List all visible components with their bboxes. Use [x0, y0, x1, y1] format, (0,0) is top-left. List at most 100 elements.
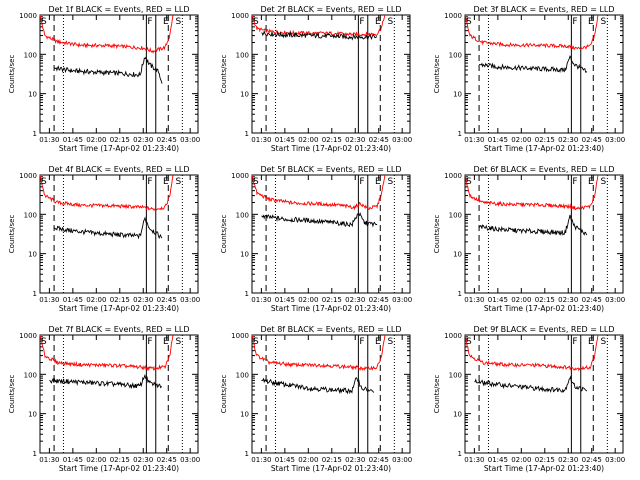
y-tick-label: 10: [28, 411, 37, 419]
x-tick-label: 03:00: [180, 456, 200, 464]
x-tick-label: 02:30: [345, 136, 365, 144]
y-tick-label: 100: [24, 51, 37, 59]
x-tick-label: 02:45: [157, 296, 177, 304]
marker-label-e: E: [588, 177, 594, 187]
x-axis-label: Start Time (17-Apr-02 01:23:40): [59, 464, 179, 473]
y-tick-label: 1: [458, 450, 462, 458]
y-axis-label: Counts/sec: [220, 375, 228, 414]
panel-title: Det 5f BLACK = Events, RED = LLD: [260, 165, 401, 174]
y-tick-label: 1: [245, 450, 249, 458]
series-line-lld: [251, 334, 386, 371]
marker-label-f: F: [572, 337, 577, 347]
y-tick-label: 1000: [231, 172, 249, 180]
y-tick-label: 1: [458, 130, 462, 138]
y-tick-label: 1000: [19, 12, 37, 20]
y-axis-label: Counts/sec: [220, 215, 228, 254]
panel-title: Det 8f BLACK = Events, RED = LLD: [260, 325, 401, 334]
x-tick-label: 02:30: [345, 456, 365, 464]
x-axis-label: Start Time (17-Apr-02 01:23:40): [59, 304, 179, 313]
marker-label-s: S: [41, 177, 47, 187]
x-tick-label: 01:30: [251, 136, 271, 144]
y-tick-label: 100: [236, 371, 249, 379]
x-tick-label: 01:45: [63, 296, 83, 304]
x-tick-label: 03:00: [392, 456, 412, 464]
x-tick-label: 01:30: [464, 456, 484, 464]
x-tick-label: 02:45: [582, 456, 602, 464]
y-tick-label: 100: [24, 211, 37, 219]
marker-label-s: S: [388, 177, 394, 187]
marker-label-f: F: [572, 17, 577, 27]
y-tick-label: 1000: [231, 12, 249, 20]
marker-label-s: S: [601, 17, 607, 27]
y-tick-label: 100: [449, 51, 462, 59]
series-line-lld: [39, 334, 174, 372]
marker-label-e: E: [588, 17, 594, 27]
series-line-lld: [251, 174, 386, 211]
marker-label-e: E: [375, 337, 381, 347]
x-tick-label: 01:45: [63, 136, 83, 144]
y-tick-label: 1000: [444, 12, 462, 20]
y-axis-label: Counts/sec: [8, 55, 16, 94]
series-line-events: [54, 56, 163, 84]
marker-label-s: S: [41, 337, 47, 347]
x-tick-label: 03:00: [605, 456, 625, 464]
x-tick-label: 02:15: [322, 136, 342, 144]
x-tick-label: 03:00: [605, 296, 625, 304]
x-tick-label: 02:00: [298, 296, 318, 304]
series-line-lld: [464, 14, 599, 50]
x-tick-label: 01:30: [39, 296, 59, 304]
series-line-lld: [39, 174, 174, 211]
marker-label-e: E: [163, 177, 169, 187]
marker-label-e: E: [163, 337, 169, 347]
x-tick-label: 02:30: [345, 296, 365, 304]
x-tick-label: 02:30: [558, 296, 578, 304]
series-line-events: [474, 375, 588, 393]
x-axis-label: Start Time (17-Apr-02 01:23:40): [484, 304, 604, 313]
plot-frame: [39, 14, 199, 134]
x-tick-label: 02:30: [133, 296, 153, 304]
detector-panel-1: Det 1f BLACK = Events, RED = LLD 1 10 100 10…: [8, 5, 200, 153]
series-line-events: [479, 55, 588, 74]
y-tick-label: 10: [28, 251, 37, 259]
x-tick-label: 02:00: [298, 136, 318, 144]
marker-label-f: F: [147, 177, 152, 187]
y-tick-label: 10: [240, 251, 249, 259]
plot-frame: [251, 174, 411, 294]
x-tick-label: 02:00: [86, 296, 106, 304]
x-tick-label: 03:00: [605, 136, 625, 144]
series-line-events: [261, 29, 378, 41]
x-tick-label: 01:45: [275, 136, 295, 144]
marker-label-s: S: [466, 337, 472, 347]
x-tick-label: 02:45: [582, 136, 602, 144]
x-tick-label: 01:45: [275, 296, 295, 304]
panel-title: Det 6f BLACK = Events, RED = LLD: [473, 165, 614, 174]
marker-label-s: S: [601, 337, 607, 347]
y-tick-label: 1: [245, 290, 249, 298]
marker-label-f: F: [147, 337, 152, 347]
x-tick-label: 02:15: [535, 296, 555, 304]
y-tick-label: 1000: [444, 172, 462, 180]
x-tick-label: 02:00: [511, 296, 531, 304]
detector-panel-4: Det 4f BLACK = Events, RED = LLD 1 10 100 10…: [8, 165, 200, 313]
marker-label-s: S: [601, 177, 607, 187]
y-tick-label: 1000: [444, 332, 462, 340]
series-line-events: [261, 211, 378, 228]
x-tick-label: 03:00: [180, 296, 200, 304]
marker-label-e: E: [163, 17, 169, 27]
panel-title: Det 9f BLACK = Events, RED = LLD: [473, 325, 614, 334]
x-axis-label: Start Time (17-Apr-02 01:23:40): [271, 464, 391, 473]
panel-title: Det 3f BLACK = Events, RED = LLD: [473, 5, 614, 14]
plot-frame: [39, 334, 199, 454]
x-tick-label: 03:00: [392, 296, 412, 304]
marker-label-f: F: [359, 17, 364, 27]
detector-panel-3: Det 3f BLACK = Events, RED = LLD 1 10 100 10…: [433, 5, 625, 153]
y-tick-label: 1: [33, 290, 37, 298]
detector-panel-5: Det 5f BLACK = Events, RED = LLD 1 10 100 10…: [220, 165, 412, 313]
marker-label-e: E: [375, 177, 381, 187]
x-tick-label: 02:45: [369, 456, 389, 464]
marker-label-f: F: [572, 177, 577, 187]
plot-frame: [251, 14, 411, 134]
series-line-events: [479, 214, 588, 236]
plot-frame: [464, 14, 624, 134]
x-axis-label: Start Time (17-Apr-02 01:23:40): [484, 464, 604, 473]
